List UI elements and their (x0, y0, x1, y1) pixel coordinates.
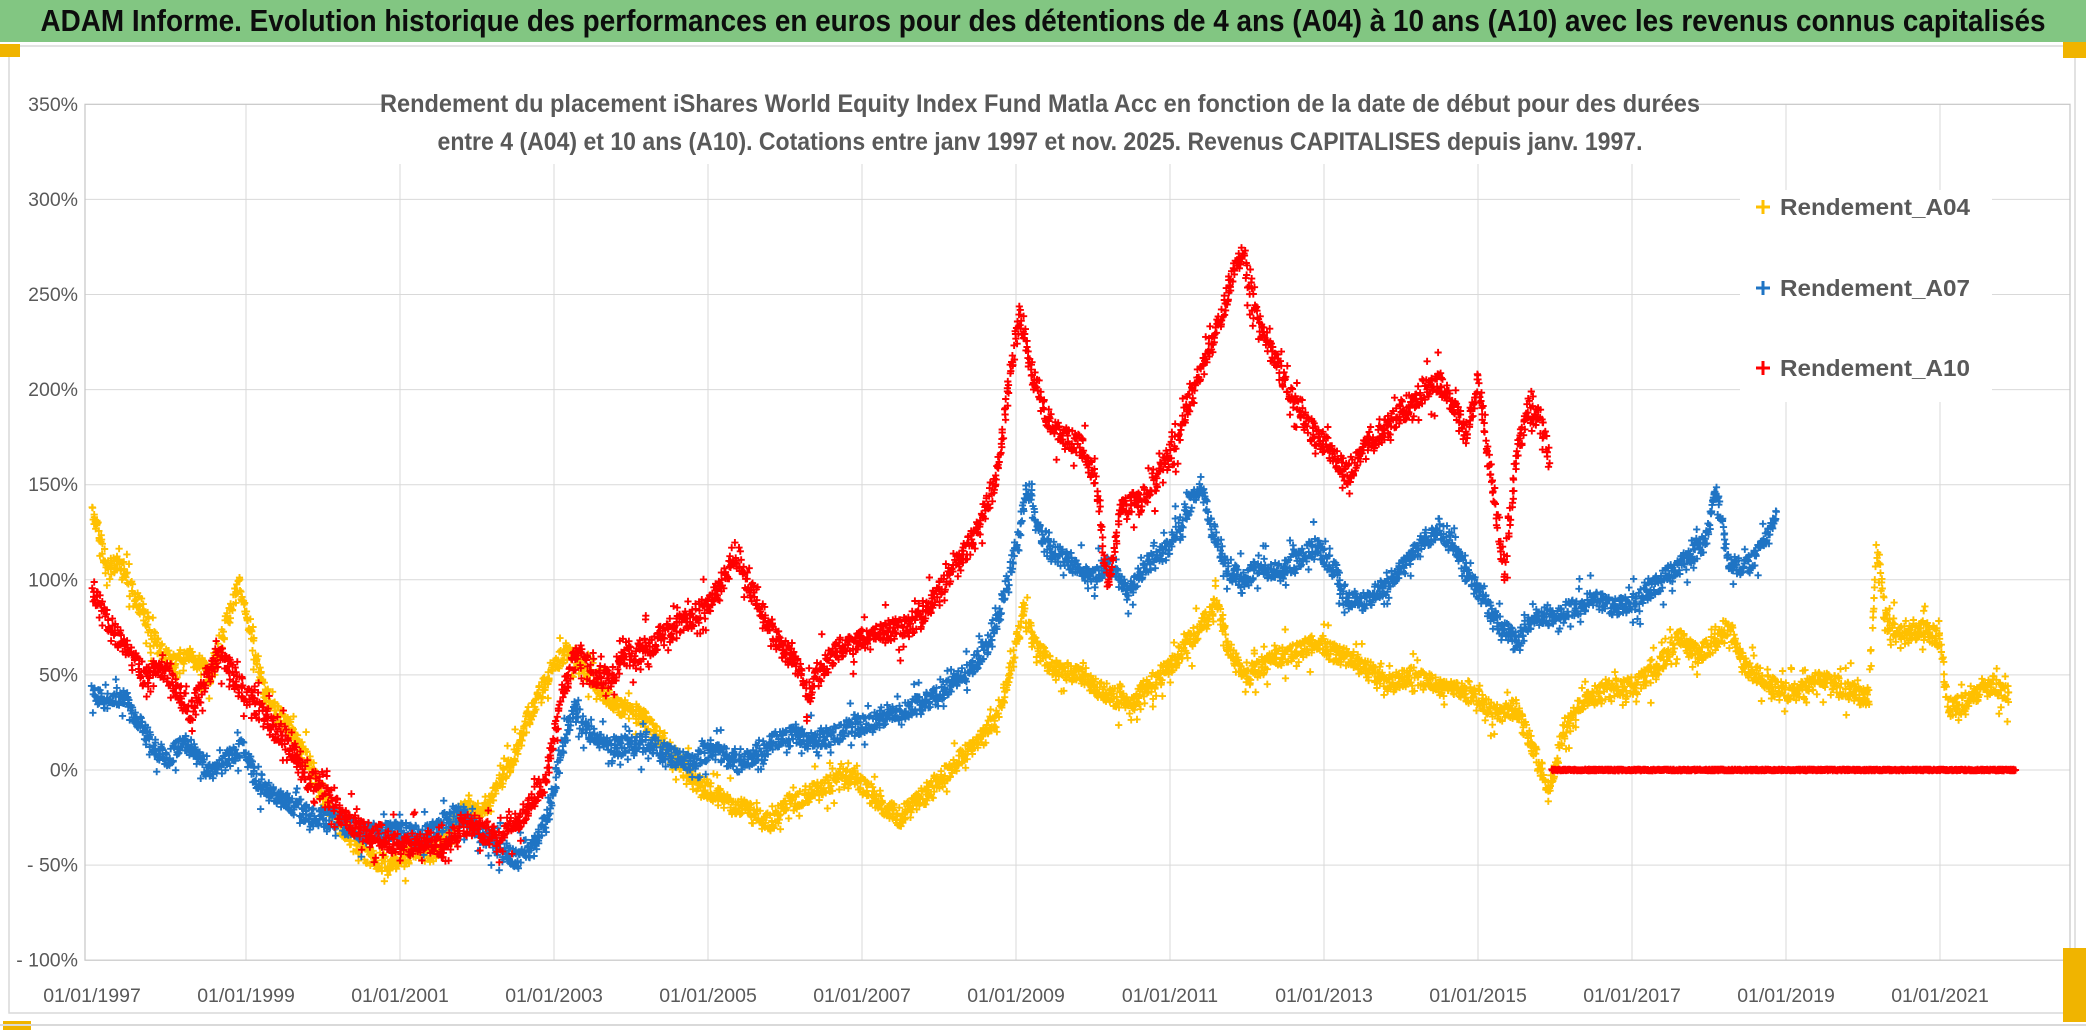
title-backdrop (382, 86, 1692, 164)
y-axis-tick: 350% (28, 94, 78, 116)
banner-background (0, 0, 2086, 42)
x-axis-tick: 01/01/2015 (1429, 985, 1527, 1007)
corner-accent-bottom-right (2063, 948, 2086, 1022)
y-axis-tick: - 50% (27, 855, 78, 877)
series-rendement-a04 (88, 503, 2013, 885)
y-axis-tick: 50% (39, 664, 78, 686)
legend-marker-plus-icon (1756, 200, 1770, 214)
y-axis-tick: 200% (28, 379, 78, 401)
x-axis-tick: 01/01/2005 (659, 985, 757, 1007)
y-axis-tick: - 100% (16, 950, 78, 972)
corner-accent-top-left (0, 44, 20, 57)
corner-accent-top-right (2063, 42, 2086, 58)
x-axis-tick: 01/01/1997 (43, 985, 141, 1007)
series-layer (87, 244, 2020, 885)
x-axis-tick: 01/01/2017 (1583, 985, 1681, 1007)
legend-item-rendement-a10[interactable]: Rendement_A10 (1756, 355, 1970, 381)
sheet-row-divider (0, 1024, 2086, 1026)
performance-chart[interactable]: Rendement du placement iShares World Equ… (0, 42, 2086, 1032)
x-axis-tick: 01/01/1999 (197, 985, 295, 1007)
legend-item-rendement-a07[interactable]: Rendement_A07 (1756, 275, 1970, 301)
legend-backdrop (1740, 190, 1992, 402)
y-axis-tick: 250% (28, 284, 78, 306)
banner-title: ADAM Informe. Evolution historique des p… (41, 3, 2046, 38)
x-axis-tick: 01/01/2003 (505, 985, 603, 1007)
legend-label: Rendement_A10 (1780, 355, 1970, 381)
legend-marker-plus-icon (1756, 281, 1770, 295)
banner: ADAM Informe. Evolution historique des p… (0, 0, 2086, 42)
x-axis-tick: 01/01/2021 (1891, 985, 1989, 1007)
legend-item-rendement-a04[interactable]: Rendement_A04 (1756, 194, 1970, 220)
legend: Rendement_A04 Rendement_A07 Rendement_A10 (1756, 194, 1970, 381)
x-axis-tick: 01/01/2001 (351, 985, 449, 1007)
x-axis-tick: 01/01/2011 (1122, 985, 1218, 1007)
x-axis-tick: 01/01/2009 (967, 985, 1065, 1007)
legend-label: Rendement_A04 (1780, 194, 1970, 220)
chart-title-line2: entre 4 (A04) et 10 ans (A10). Cotations… (438, 128, 1643, 156)
y-axis-tick: 150% (28, 474, 78, 496)
series-rendement-a10 (88, 244, 2020, 866)
legend-label: Rendement_A07 (1780, 275, 1970, 301)
x-axis-tick: 01/01/2019 (1737, 985, 1835, 1007)
y-axis-tick: 100% (28, 569, 78, 591)
y-axis-tick: 0% (50, 760, 78, 782)
chart-title-line1: Rendement du placement iShares World Equ… (380, 90, 1700, 118)
axis-ticks: 350% 300% 250% 200% 150% 100% 50% 0% - 50% - 100%… (16, 94, 1989, 1007)
legend-marker-plus-icon (1756, 361, 1770, 375)
x-axis-tick: 01/01/2013 (1275, 985, 1373, 1007)
x-axis-tick: 01/01/2007 (813, 985, 911, 1007)
y-axis-tick: 300% (28, 189, 78, 211)
